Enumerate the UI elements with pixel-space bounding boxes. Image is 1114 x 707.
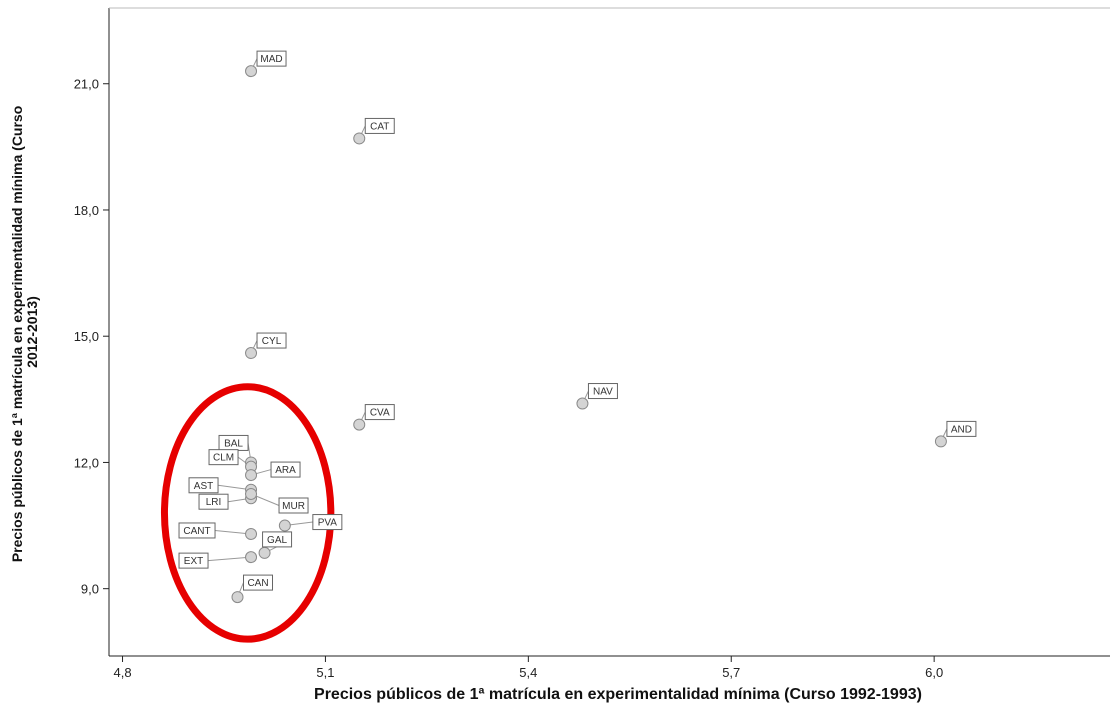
label-box-nav: [587, 383, 618, 400]
highlight-ellipse: [160, 383, 335, 643]
y-axis-title-line-1: Precios públicos de 1ª matrícula en expe…: [9, 106, 25, 562]
point-cat: [353, 132, 366, 145]
label-box-gal: [262, 531, 293, 548]
point-labels: MAD CAT CYL NAV CVA AND BAL CLM ARA AST LRI MUR PVA C…: [178, 50, 977, 591]
annotation-layer: [160, 383, 335, 643]
label-box-lri: [198, 493, 229, 510]
label-box-cyl: [256, 332, 287, 349]
y-tick-label: 15,0: [74, 329, 99, 344]
label-cyl: CYL: [262, 336, 282, 347]
y-axis-title-line-2: 2012-2013): [24, 296, 40, 368]
point-cant: [245, 527, 258, 540]
label-box-cant: [178, 522, 216, 539]
label-ast: AST: [194, 481, 213, 492]
point-pva: [278, 519, 291, 532]
point-and: [934, 435, 947, 448]
axes: [108, 7, 1110, 657]
x-tick-label: 5,7: [722, 665, 740, 680]
label-can: CAN: [247, 578, 268, 589]
label-box-clm: [208, 449, 239, 466]
data-points: [231, 65, 947, 604]
label-nav: NAV: [593, 387, 613, 398]
tick-group: 4,8 5,1 5,4 5,7 6,0 9,0 12,0 15,0 18,0 21,0: [74, 77, 944, 680]
label-mur: MUR: [282, 501, 305, 512]
x-tick-label: 4,8: [113, 665, 131, 680]
label-bal: BAL: [224, 438, 243, 449]
label-ext: EXT: [184, 556, 203, 567]
label-ara: ARA: [275, 465, 296, 476]
label-box-mur: [278, 497, 309, 514]
point-cva: [353, 418, 366, 431]
point-mad: [245, 65, 258, 78]
x-axis-title: Precios públicos de 1ª matrícula en expe…: [314, 686, 922, 703]
y-tick-label: 9,0: [81, 582, 99, 597]
point-cyl: [245, 347, 258, 360]
point-can: [231, 591, 244, 604]
label-and: AND: [951, 424, 972, 435]
label-box-pva: [312, 514, 343, 531]
label-cva: CVA: [370, 408, 390, 419]
y-tick-label: 21,0: [74, 77, 99, 92]
point-nav: [576, 397, 589, 410]
y-axis-title-group: Precios públicos de 1ª matrícula en expe…: [9, 102, 40, 562]
label-box-ara: [270, 461, 301, 478]
label-mad: MAD: [260, 54, 282, 65]
y-tick-label: 18,0: [74, 203, 99, 218]
point-ext: [245, 551, 258, 564]
label-pva: PVA: [318, 518, 338, 529]
label-box-cva: [364, 404, 395, 421]
label-box-ext: [178, 552, 209, 569]
y-axis-title: Precios públicos de 1ª matrícula en expe…: [9, 102, 40, 562]
label-cat: CAT: [370, 121, 389, 132]
point-gal: [258, 546, 271, 559]
label-box-cat: [364, 117, 395, 134]
leader-cant: [214, 529, 252, 535]
label-box-mad: [256, 50, 287, 67]
label-clm: CLM: [213, 453, 234, 464]
x-tick-label: 6,0: [925, 665, 943, 680]
label-box-ast: [188, 477, 219, 494]
label-cant: CANT: [183, 526, 210, 537]
x-tick-label: 5,4: [519, 665, 537, 680]
leader-ext: [207, 556, 252, 562]
label-box-and: [946, 420, 977, 437]
label-box-can: [243, 574, 274, 591]
point-ara: [245, 469, 258, 482]
label-lri: LRI: [206, 497, 222, 508]
label-gal: GAL: [267, 535, 287, 546]
y-tick-label: 12,0: [74, 455, 99, 470]
x-tick-label: 5,1: [316, 665, 334, 680]
point-mur: [245, 488, 258, 500]
